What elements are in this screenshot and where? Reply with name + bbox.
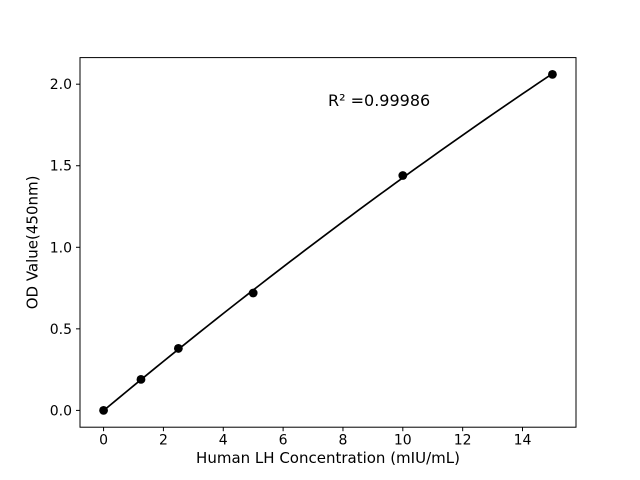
- x-tick-label: 12: [454, 433, 472, 449]
- data-point-marker: [136, 375, 146, 384]
- data-point-marker: [248, 288, 258, 298]
- y-tick-label: 0.0: [50, 403, 72, 419]
- r-squared-annotation: R² =0.99986: [328, 91, 430, 110]
- x-tick-label: 0: [99, 433, 108, 449]
- data-point-marker: [548, 70, 557, 79]
- y-axis-label: OD Value(450nm): [24, 176, 42, 310]
- y-tick-label: 1.0: [50, 240, 72, 256]
- x-tick-label: 4: [219, 433, 228, 449]
- x-axis-label: Human LH Concentration (mIU/mL): [196, 449, 460, 467]
- x-tick-label: 8: [339, 433, 348, 449]
- y-tick-label: 0.5: [50, 322, 72, 338]
- plot-frame: [79, 57, 577, 428]
- data-point-marker: [99, 406, 108, 415]
- x-tick-label: 14: [514, 433, 532, 449]
- y-tick-label: 2.0: [50, 77, 72, 93]
- x-tick-label: 2: [159, 433, 168, 449]
- x-tick-label: 6: [279, 433, 288, 449]
- y-tick-label: 1.5: [50, 159, 72, 175]
- data-point-marker: [173, 344, 183, 353]
- fit-line: [103, 72, 553, 412]
- data-point-marker: [398, 171, 408, 180]
- x-tick-label: 10: [394, 433, 412, 449]
